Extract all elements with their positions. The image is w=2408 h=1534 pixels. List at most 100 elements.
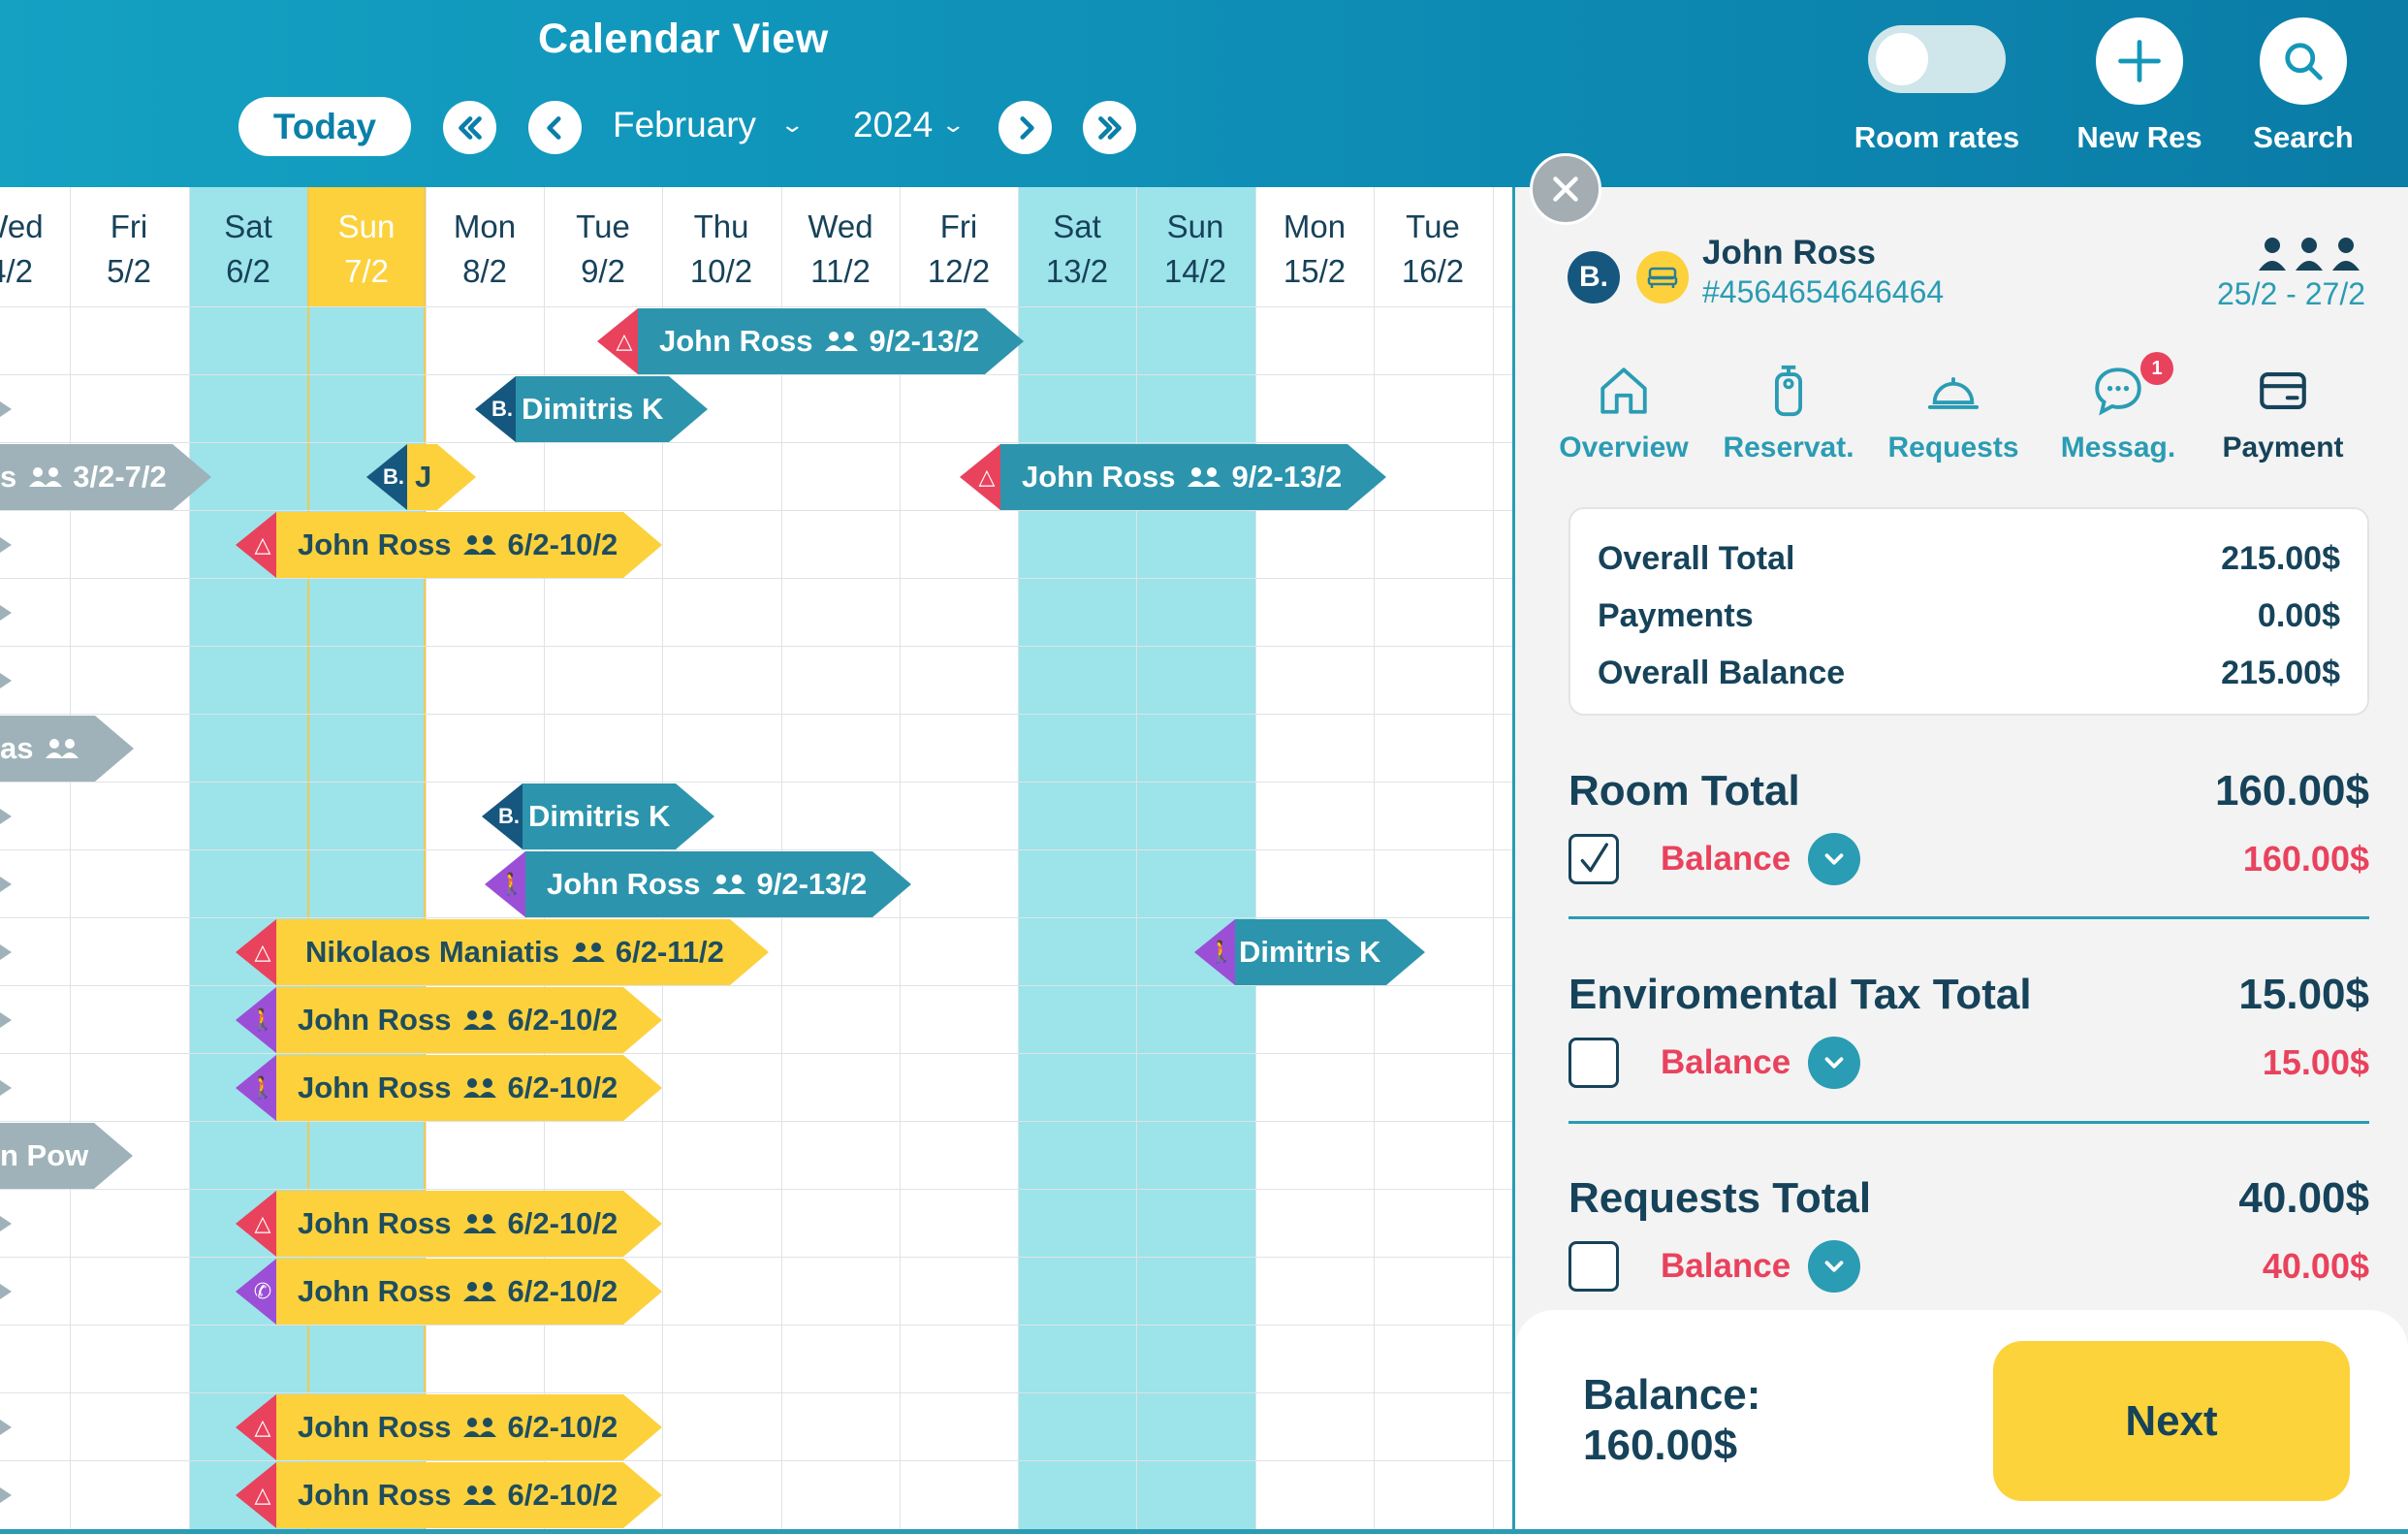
tab-messages[interactable]: 1 Messag. (2036, 352, 2201, 464)
guests-icon (2257, 236, 2361, 277)
guests-icon (462, 1484, 499, 1507)
year-select[interactable]: 2024 ⌄ (853, 105, 966, 145)
reservation-bar[interactable]: 🚶 John Ross 6/2-10/2 (236, 987, 663, 1053)
grid-line (0, 985, 1512, 986)
reservation-dates: 25/2 - 27/2 (2217, 276, 2365, 311)
reservation-stub[interactable] (0, 851, 14, 917)
day-header[interactable]: Fri 5/2 (70, 205, 188, 294)
close-panel-button[interactable] (1530, 153, 1601, 225)
day-header[interactable]: Mon 15/2 (1255, 205, 1374, 294)
grid-line (0, 1121, 1512, 1122)
expand-button[interactable] (1808, 1037, 1861, 1089)
day-date: 14/2 (1163, 253, 1227, 289)
reservation-bar[interactable]: B. Dimitris K (475, 376, 709, 442)
reservation-name: n Pow (0, 1138, 89, 1172)
reservation-stub[interactable] (0, 1191, 14, 1257)
reservation-bar[interactable]: 🚶 John Ross 6/2-10/2 (236, 1055, 663, 1121)
page-title: Calendar View (538, 16, 829, 62)
airbnb-icon: △ (236, 919, 276, 985)
requests-total-checkbox[interactable] (1568, 1241, 1619, 1292)
tab-label: Messag. (2060, 431, 2176, 463)
reservation-stub[interactable] (0, 1462, 14, 1528)
grid-line (426, 187, 427, 1534)
month-value: February (613, 105, 757, 144)
day-header[interactable]: Wed 4/2 (0, 205, 70, 294)
guests-icon (462, 1280, 499, 1303)
prev-month-button[interactable] (528, 101, 582, 154)
next-month-button[interactable] (998, 101, 1052, 154)
reservation-bar[interactable]: △ John Ross 6/2-10/2 (236, 1191, 663, 1257)
reservation-stub[interactable] (0, 1259, 14, 1325)
day-header[interactable]: Sat 13/2 (1018, 205, 1136, 294)
tab-reservation[interactable]: Reservat. (1706, 358, 1871, 464)
expand-button[interactable] (1808, 833, 1861, 885)
day-header[interactable]: Sun 14/2 (1136, 205, 1254, 294)
summary-row: Overall Balance 215.00$ (1598, 645, 2340, 702)
reservation-bar[interactable]: △ John Ross 9/2-13/2 (597, 308, 1025, 374)
chevron-right-icon (1019, 115, 1034, 140)
reservation-name: John Ross (298, 1003, 452, 1037)
tab-payment[interactable]: Payment (2201, 358, 2365, 464)
reservation-stub[interactable] (0, 648, 14, 714)
reservation-bar[interactable]: △ John Ross 9/2-13/2 (960, 444, 1387, 510)
reservation-stub[interactable] (0, 376, 14, 442)
reservation-stub[interactable] (0, 987, 14, 1053)
reservation-bar[interactable]: 🚶 John Ross 9/2-13/2 (485, 851, 912, 917)
day-header-today[interactable]: Sun 7/2 (307, 205, 426, 294)
reservation-bar[interactable]: △ John Ross 6/2-10/2 (236, 1394, 663, 1460)
reservation-stub[interactable] (0, 1394, 14, 1460)
balance-label: Balance (1661, 840, 1791, 878)
reservation-bar[interactable]: △ John Ross 6/2-10/2 (236, 512, 663, 578)
reservation-bar[interactable]: B. Dimitris K (482, 783, 715, 849)
reservation-name: as (0, 731, 34, 765)
fast-forward-button[interactable] (1083, 101, 1136, 154)
reservation-bar[interactable]: 🚶 Dimitris K (1194, 919, 1426, 985)
reservation-stub[interactable] (0, 783, 14, 849)
reservation-name: John Ross (298, 527, 452, 561)
room-rates-label: Room rates (1854, 120, 2020, 154)
day-of-week: Wed (0, 208, 44, 244)
reservation-stub[interactable] (0, 1055, 14, 1121)
footer-balance: Balance: 160.00$ (1583, 1370, 1760, 1471)
summary-row: Overall Total 215.00$ (1598, 530, 2340, 588)
day-header[interactable]: Wed 11/2 (781, 205, 900, 294)
reservation-bar[interactable]: △ John Ross 6/2-10/2 (236, 1462, 663, 1528)
room-rates-toggle[interactable] (1868, 25, 2006, 93)
chevron-down-icon (1824, 1057, 1844, 1069)
reservation-bar[interactable]: △ Nikolaos Maniatis 6/2-11/2 (236, 919, 769, 985)
day-header[interactable]: Tue 9/2 (544, 205, 662, 294)
day-of-week: Mon (1283, 208, 1347, 244)
balance-amount: 160.00$ (2242, 839, 2369, 879)
calendar-grid: Wed 4/2 Fri 5/2 Sat 6/2 Sun 7/2 Mon 8/2 Tue 9/… (0, 187, 1512, 1534)
month-select[interactable]: February ⌄ (613, 105, 805, 145)
next-button[interactable]: Next (1993, 1341, 2350, 1501)
reservation-stub[interactable] (0, 580, 14, 646)
day-header[interactable]: Sat 6/2 (189, 205, 307, 294)
new-res-button[interactable] (2096, 17, 2183, 105)
reservation-bar[interactable]: n Pow (0, 1123, 134, 1189)
search-button[interactable] (2260, 17, 2347, 105)
tab-overview[interactable]: Overview (1541, 358, 1706, 464)
fast-back-button[interactable] (443, 101, 496, 154)
grid-line (0, 849, 1512, 850)
room-total-checkbox[interactable] (1568, 834, 1619, 884)
today-button[interactable]: Today (238, 97, 411, 156)
day-header[interactable]: Fri 12/2 (900, 205, 1018, 294)
environmental-tax-checkbox[interactable] (1568, 1038, 1619, 1088)
requests-total-section: Requests Total 40.00$ Balance 40.00$ (1568, 1174, 2369, 1293)
tab-requests[interactable]: Requests (1871, 358, 2036, 464)
day-header[interactable]: Tue 16/2 (1374, 205, 1492, 294)
reservation-stub[interactable] (0, 919, 14, 985)
reservation-bar[interactable]: B. J (366, 444, 477, 510)
reservation-bar[interactable]: as (0, 716, 135, 782)
expand-button[interactable] (1808, 1240, 1861, 1293)
guests-icon (45, 737, 81, 760)
day-header[interactable]: Mon 8/2 (426, 205, 544, 294)
reservation-name: s (0, 460, 17, 494)
panel-footer: Balance: 160.00$ Next (1515, 1310, 2408, 1534)
day-header[interactable]: Thu 10/2 (662, 205, 780, 294)
balance-label: Balance (1661, 1247, 1791, 1285)
reservation-bar[interactable]: ✆ John Ross 6/2-10/2 (236, 1259, 663, 1325)
reservation-bar[interactable]: s 3/2-7/2 (0, 444, 211, 510)
reservation-stub[interactable] (0, 512, 14, 578)
